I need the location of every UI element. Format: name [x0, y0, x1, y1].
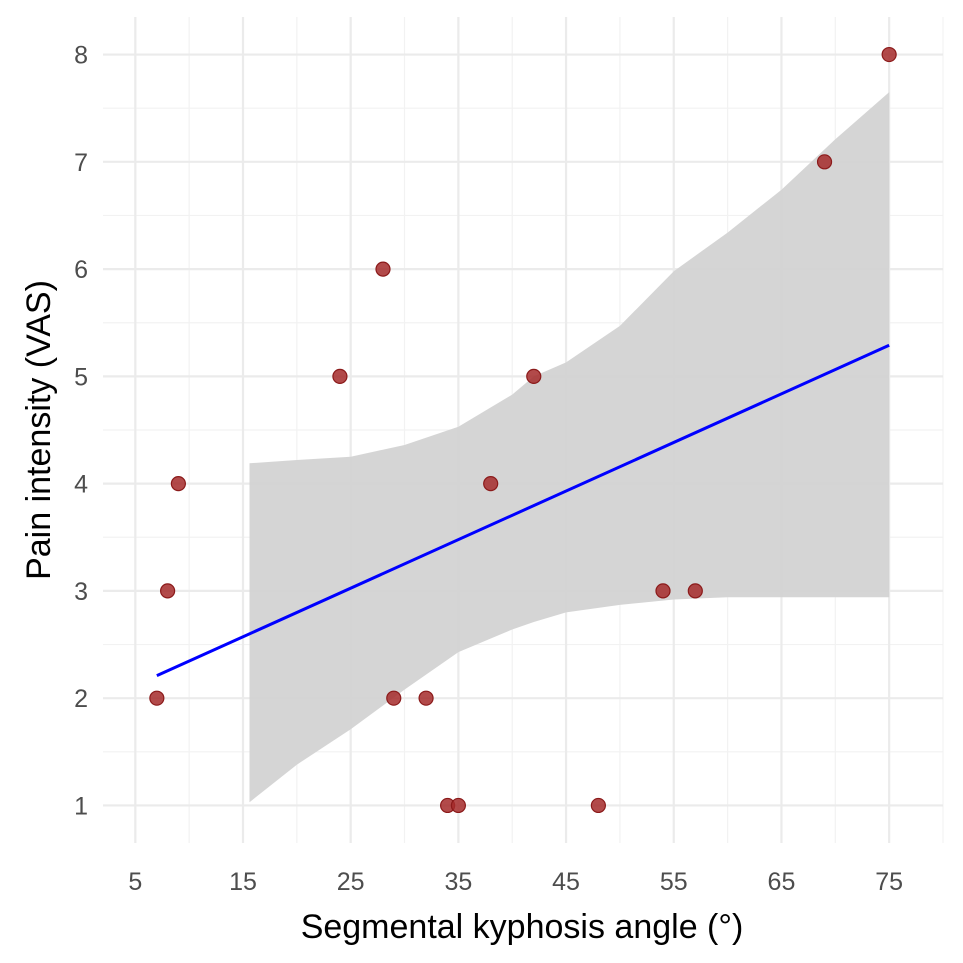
data-point: [149, 690, 165, 706]
x-tick-label: 15: [229, 868, 257, 896]
x-tick-label: 5: [128, 868, 142, 896]
data-point: [590, 797, 606, 814]
x-tick-label: 35: [444, 868, 472, 896]
x-tick-label: 25: [337, 868, 365, 896]
data-point: [386, 690, 402, 706]
y-tick-label: 6: [74, 256, 88, 284]
y-tick-label: 7: [74, 149, 88, 177]
y-tick-label: 5: [74, 363, 88, 391]
data-point: [450, 797, 466, 814]
x-tick-label: 75: [875, 868, 903, 896]
y-tick-label: 3: [74, 578, 88, 606]
data-point: [170, 476, 186, 492]
x-tick-label: 45: [552, 868, 580, 896]
fit-line: [156, 343, 890, 678]
data-point: [526, 368, 542, 384]
data-point: [655, 583, 671, 599]
x-tick-label: 65: [768, 868, 796, 896]
y-tick-label: 2: [74, 685, 88, 713]
y-tick-label: 8: [74, 42, 88, 70]
y-tick-label: 4: [74, 471, 88, 499]
y-axis-ticks: 1 2 3 4 5 6 7 8: [74, 42, 88, 821]
x-tick-label: 55: [660, 868, 688, 896]
data-point: [483, 476, 499, 492]
confidence-band: [249, 92, 890, 803]
y-axis-title: Pain intensity (VAS): [20, 280, 58, 580]
x-axis-ticks: 5 15 25 35 45 55 65 75: [128, 868, 903, 896]
x-axis-title: Segmental kyphosis angle (°): [301, 908, 744, 946]
data-point: [160, 583, 176, 599]
data-point: [687, 583, 703, 599]
y-tick-label: 1: [74, 792, 88, 820]
points-layer: [149, 46, 897, 814]
data-point: [418, 690, 434, 706]
data-point: [332, 368, 348, 384]
data-point: [881, 46, 897, 63]
fit-line-layer: [156, 343, 890, 678]
data-point: [375, 261, 391, 277]
data-point: [816, 154, 833, 170]
confidence-band-layer: [249, 92, 890, 803]
